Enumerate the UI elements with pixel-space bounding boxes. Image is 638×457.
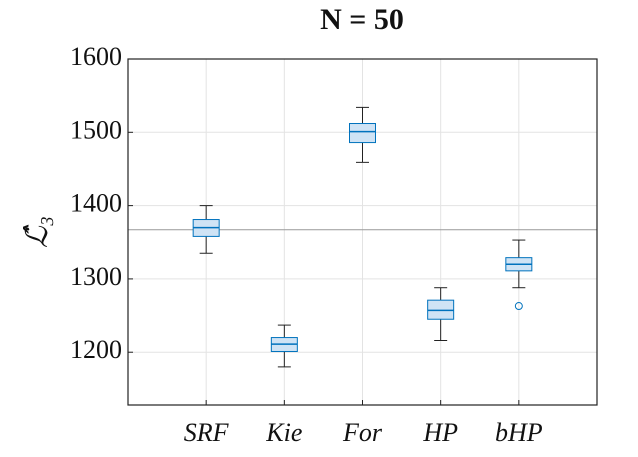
outlier [514,302,523,311]
y-tick-label: 1200 [70,335,122,364]
x-tick-label: SRF [184,418,230,447]
y-axis-label: ℒ̂₃ [21,216,54,248]
y-tick-label: 1500 [70,115,122,144]
x-tick-label: bHP [495,418,543,447]
x-tick-label: For [342,418,383,447]
x-tick-label: Kie [265,418,302,447]
chart-title: N = 50 [320,3,404,36]
plot-frame [127,58,598,406]
x-tick-label: HP [422,418,458,447]
y-tick-label: 1600 [70,42,122,71]
box [349,123,376,144]
y-tick-label: 1400 [70,189,122,218]
y-tick-label: 1300 [70,262,122,291]
